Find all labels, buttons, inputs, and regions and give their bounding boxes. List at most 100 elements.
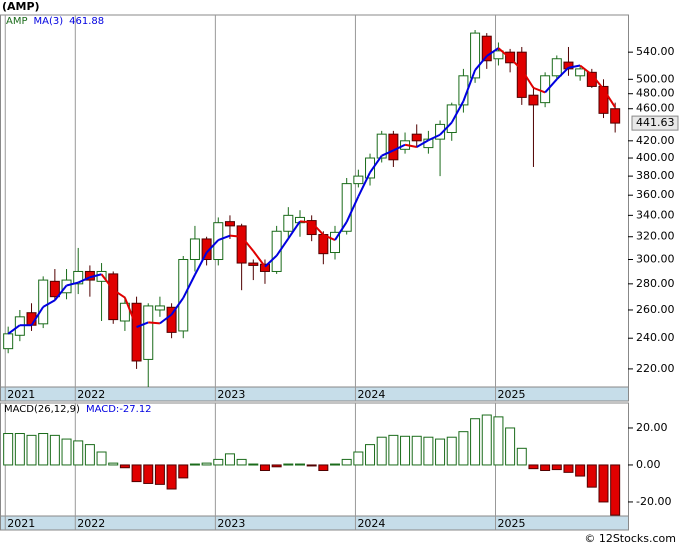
candle-body [411,133,422,142]
candle-body [470,32,481,79]
macd-bar [96,451,107,466]
macd-bar [213,458,224,466]
x-tick-label: 2022 [77,388,105,401]
ma-line [427,133,441,142]
macd-bar [73,440,84,466]
macd-bar [189,463,200,466]
x-tick-label: 2021 [7,517,35,530]
macd-bar [201,462,212,466]
macd-bar [376,436,387,466]
y-tick-label: 20.00 [636,421,668,434]
candle-body [481,35,492,62]
legend-text: MA(3) [34,16,64,27]
macd-bar [108,462,119,466]
x-tick-label: 2024 [357,388,385,401]
macd-bar [119,464,130,469]
ma-line [568,64,581,69]
x-tick-label: 2022 [77,517,105,530]
ma-line [322,233,336,241]
macd-bar [306,464,317,467]
candle-body [365,157,376,179]
y-tick-label: 500.00 [636,72,675,85]
ma-line [381,149,394,157]
macd-bar [435,438,446,466]
candle-body [178,259,189,332]
y-tick-label: 400.00 [636,151,675,164]
ma-line [182,274,196,299]
candle-body [3,333,14,350]
macd-bar [330,463,341,466]
candle-body [610,108,621,124]
macd-bar [551,464,562,471]
ma-line [509,57,523,71]
ma-line [42,299,56,308]
legend-text: AMP [6,16,28,27]
candle-body [143,305,154,360]
macd-bar [154,464,165,485]
ma-line [462,69,477,102]
ma-line [345,196,360,223]
candle-body [516,51,527,98]
ma-line [136,321,149,329]
candle-body [318,234,329,255]
candle-body [388,133,399,161]
macd-bar [259,464,270,472]
ma-line [520,69,535,89]
y-tick-label: 360.00 [636,188,675,201]
macd-bar [61,438,72,466]
macd-bar [505,427,516,466]
macd-bar [178,464,189,479]
ma-line [7,324,21,335]
ma-line [89,273,102,279]
y-tick-label: 320.00 [636,230,675,243]
candle-body [435,123,446,140]
x-tick-label: 2021 [7,388,35,401]
legend: MACD(26,12,9) MACD:-27.12 [4,404,152,415]
ma-line [112,288,126,299]
ma-line [287,220,301,240]
ma-line [533,86,546,94]
macd-bar [411,435,422,466]
macd-bar [3,433,14,466]
macd-bar [528,464,539,470]
candle-body [353,175,364,185]
x-tick-label: 2023 [217,517,245,530]
x-tick-label: 2023 [217,388,245,401]
y-tick-label: -20.00 [636,495,671,508]
footer: © 12Stocks.com [584,532,676,545]
candle-body [259,263,270,272]
candle-body [283,214,294,232]
x-tick-label: 2025 [498,388,526,401]
legend-text: 461.88 [69,16,104,27]
ma-line [123,297,138,328]
candle-body [189,238,200,261]
ma-line [392,143,406,152]
ma-line [450,100,465,124]
legend-text: MACD(26,12,9) [4,404,80,415]
ma-line [252,250,266,268]
macd-bar [575,464,586,477]
y-tick-label: 340.00 [636,208,675,221]
candle-body [49,280,60,298]
macd-bar [481,414,492,466]
ma-line [591,73,605,90]
ma-line [194,252,208,276]
y-tick-label: 300.00 [636,253,675,266]
candle-body [73,270,84,285]
candle-body [376,133,387,159]
y-tick-label: 540.00 [636,45,675,58]
ma-line [439,121,453,136]
candle-body [131,302,142,362]
x-tick-label: 2025 [498,517,526,530]
last-price-box [631,115,679,131]
candle-body [108,273,119,321]
ma-line [100,273,115,291]
x-tick-label: 2024 [357,517,385,530]
macd-bar [400,435,411,466]
candle-body [119,302,130,322]
candle-body [575,68,586,77]
year-band [0,386,629,402]
y-tick-label: 420.00 [636,134,675,147]
ma-line [229,234,242,238]
